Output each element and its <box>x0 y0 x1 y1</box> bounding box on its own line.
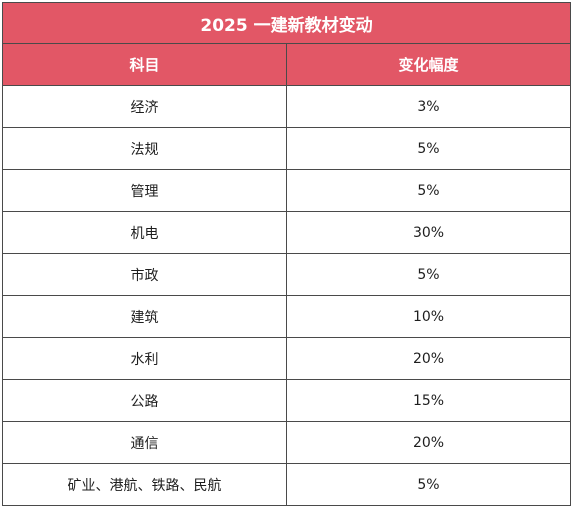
subject-cell: 通信 <box>2 421 287 464</box>
column-header-change: 变化幅度 <box>285 43 572 86</box>
change-cell: 10% <box>285 295 572 338</box>
subject-cell: 建筑 <box>2 295 287 338</box>
subject-cell: 水利 <box>2 337 287 380</box>
table-row: 经济 3% <box>2 85 572 128</box>
title-row: 2025 一建新教材变动 <box>1 2 572 44</box>
header-row: 科目 变化幅度 <box>2 43 572 86</box>
table-row: 法规 5% <box>2 127 572 170</box>
change-cell: 5% <box>285 253 572 296</box>
change-cell: 5% <box>285 169 572 212</box>
table-title: 2025 一建新教材变动 <box>1 2 572 44</box>
change-cell: 5% <box>285 127 572 170</box>
change-cell: 20% <box>285 421 572 464</box>
table-row: 管理 5% <box>2 169 572 212</box>
table-container: 2025 一建新教材变动 科目 变化幅度 经济 3% 法规 5% 管理 5% 机… <box>1 2 572 506</box>
subject-cell: 市政 <box>2 253 287 296</box>
table-row: 水利 20% <box>2 337 572 380</box>
table-row: 机电 30% <box>2 211 572 254</box>
subject-cell: 机电 <box>2 211 287 254</box>
change-cell: 20% <box>285 337 572 380</box>
table-row: 矿业、港航、铁路、民航 5% <box>2 463 572 506</box>
change-cell: 3% <box>285 85 572 128</box>
subject-cell: 管理 <box>2 169 287 212</box>
subject-cell: 公路 <box>2 379 287 422</box>
table-row: 公路 15% <box>2 379 572 422</box>
change-cell: 30% <box>285 211 572 254</box>
column-header-subject: 科目 <box>2 43 287 86</box>
table-row: 市政 5% <box>2 253 572 296</box>
change-cell: 5% <box>285 463 572 506</box>
table-row: 建筑 10% <box>2 295 572 338</box>
subject-cell: 法规 <box>2 127 287 170</box>
subject-cell: 经济 <box>2 85 287 128</box>
change-cell: 15% <box>285 379 572 422</box>
table-row: 通信 20% <box>2 421 572 464</box>
subject-cell: 矿业、港航、铁路、民航 <box>2 463 287 506</box>
textbook-change-table: 2025 一建新教材变动 科目 变化幅度 经济 3% 法规 5% 管理 5% 机… <box>1 2 572 506</box>
